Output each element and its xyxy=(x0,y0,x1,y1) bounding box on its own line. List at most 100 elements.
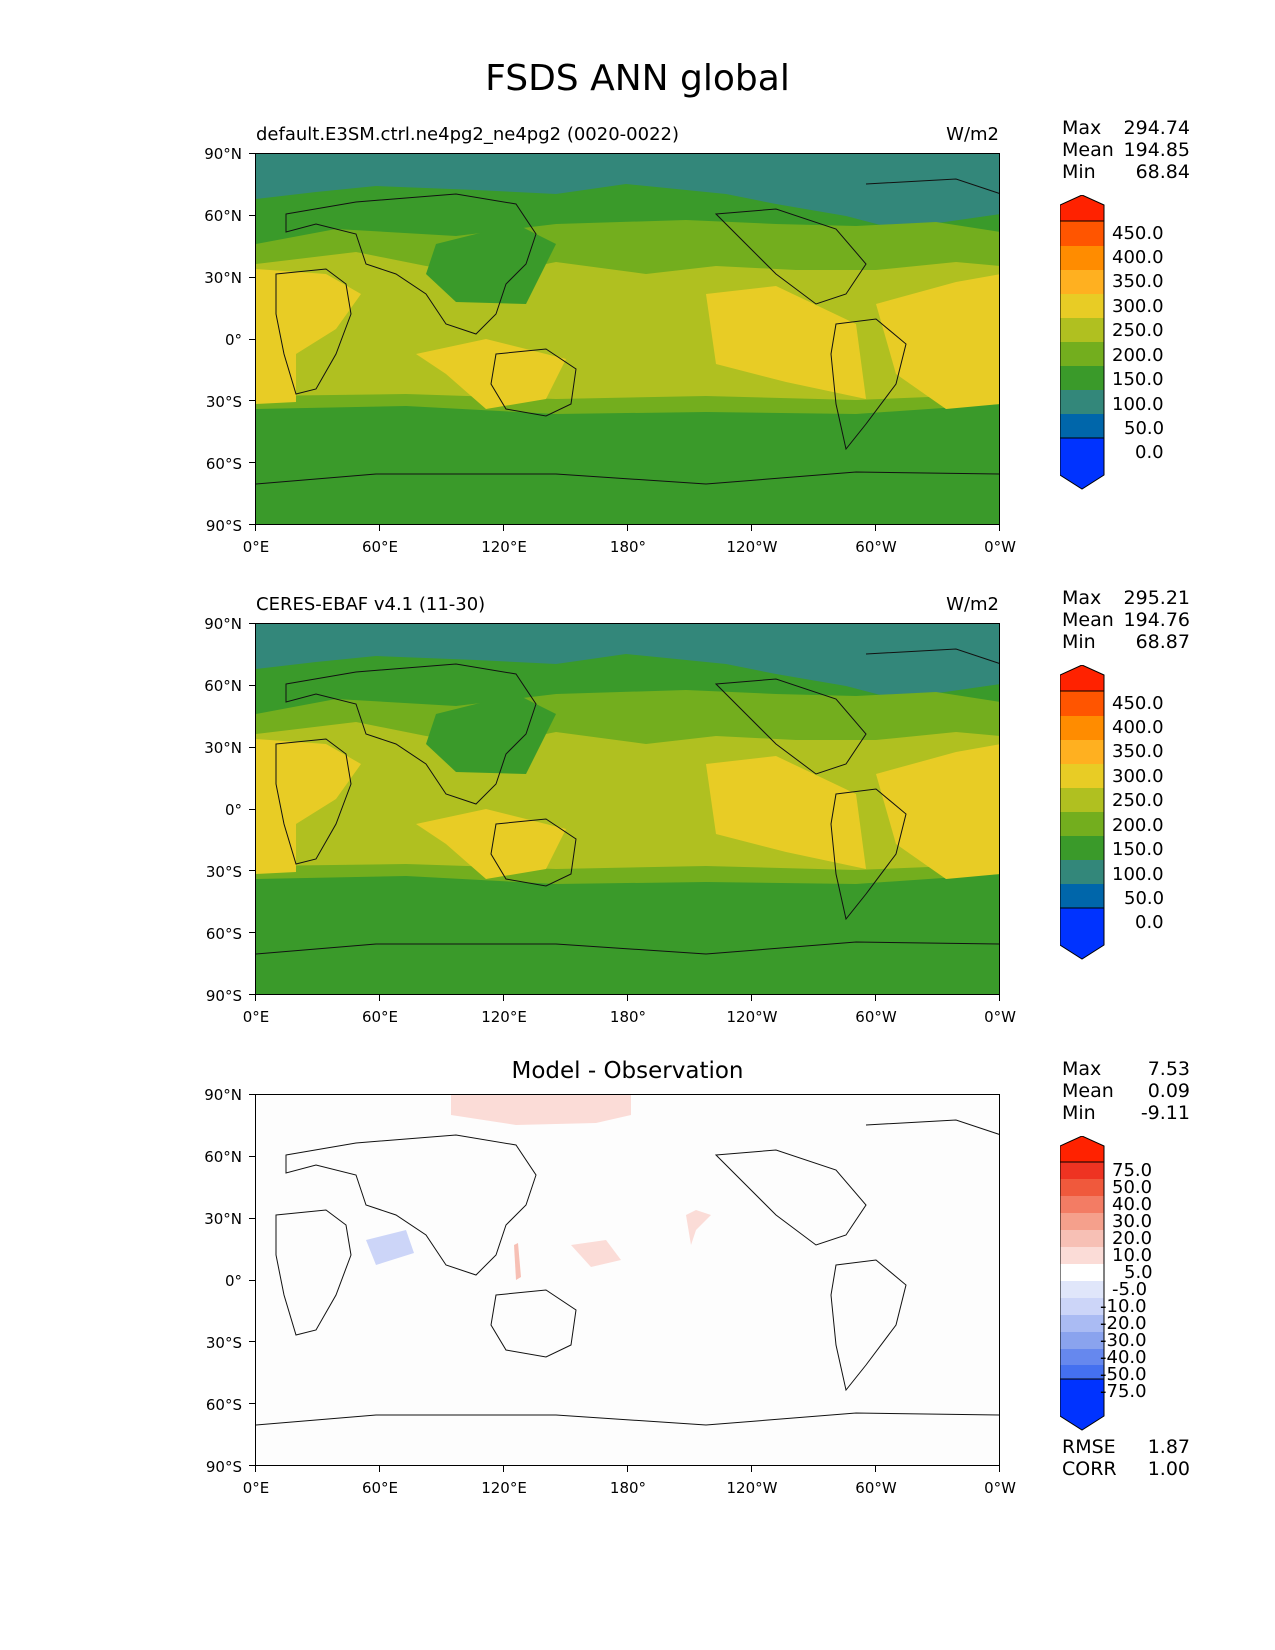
lon-tick xyxy=(875,1466,876,1472)
colorbar-label: 20.0 xyxy=(1112,1228,1153,1249)
lon-tick xyxy=(999,1466,1000,1472)
stat-min-value: -9.11 xyxy=(1140,1102,1190,1124)
lat-tick xyxy=(249,524,255,525)
lon-tick xyxy=(503,1466,504,1472)
lon-label: 120°E xyxy=(481,1479,527,1497)
panel2-title: CERES-EBAF v4.1 (11-30) xyxy=(256,594,486,615)
colorbar-label: 5.0 xyxy=(1124,1262,1153,1283)
lon-tick xyxy=(255,1466,256,1472)
colorbar-label: 150.0 xyxy=(1112,839,1164,860)
lon-label: 120°E xyxy=(481,538,527,556)
lat-tick xyxy=(249,462,255,463)
lon-tick xyxy=(999,995,1000,1001)
colorbar-label: 250.0 xyxy=(1112,790,1164,811)
colorbar-label: 200.0 xyxy=(1112,815,1164,836)
colorbar-label: 50.0 xyxy=(1124,888,1165,909)
colorbar-label: -20.0 xyxy=(1100,1313,1147,1334)
lon-tick xyxy=(627,995,628,1001)
lat-label: 30°S xyxy=(205,393,242,411)
field-pacific-bright xyxy=(706,286,866,399)
lon-tick xyxy=(503,995,504,1001)
lon-label: 120°W xyxy=(726,1008,778,1026)
field-asia-green xyxy=(426,694,556,774)
lon-tick xyxy=(751,1466,752,1472)
lon-tick xyxy=(999,525,1000,531)
stat-min-label: Min xyxy=(1062,161,1096,183)
lat-label: 60°S xyxy=(205,455,242,473)
stat-min-label: Min xyxy=(1062,1102,1096,1124)
lon-label: 120°E xyxy=(481,1008,527,1026)
stat-mean-label: Mean xyxy=(1062,609,1114,631)
colorbar-label: -75.0 xyxy=(1100,1381,1147,1402)
lon-tick xyxy=(627,1466,628,1472)
figure-title: FSDS ANN global xyxy=(485,58,790,99)
colorbar-label: 450.0 xyxy=(1112,223,1164,244)
colorbar-label: 350.0 xyxy=(1112,741,1164,762)
colorbar-label: 200.0 xyxy=(1112,345,1164,366)
lat-tick xyxy=(249,809,255,810)
colorbar-label: 100.0 xyxy=(1112,864,1164,885)
coastlines xyxy=(256,178,999,485)
lat-tick xyxy=(249,994,255,995)
field-positive-patch xyxy=(686,1210,711,1245)
lon-label: 60°W xyxy=(855,1479,897,1497)
lon-tick xyxy=(751,995,752,1001)
colorbar-label: -50.0 xyxy=(1100,1364,1147,1385)
lat-label: 30°N xyxy=(204,269,242,287)
lat-label: 60°S xyxy=(205,1396,242,1414)
panel3-stats: Max 7.53 Mean 0.09 Min -9.11 xyxy=(1062,1058,1190,1124)
field-positive-patch xyxy=(451,1095,631,1125)
lat-tick xyxy=(249,277,255,278)
colorbar-label: 75.0 xyxy=(1112,1160,1153,1181)
panel3-error-stats: RMSE 1.87 CORR 1.00 xyxy=(1062,1436,1190,1480)
panel1-title: default.E3SM.ctrl.ne4pg2_ne4pg2 (0020-00… xyxy=(256,124,679,145)
corr-label: CORR xyxy=(1062,1458,1117,1480)
lon-label: 180° xyxy=(609,538,647,556)
lon-label: 60°E xyxy=(361,538,399,556)
lat-label: 60°N xyxy=(204,207,242,225)
lat-tick xyxy=(249,153,255,154)
stat-max-label: Max xyxy=(1062,1058,1102,1080)
lon-label: 180° xyxy=(609,1479,647,1497)
lon-tick xyxy=(379,995,380,1001)
lat-label: 0° xyxy=(224,801,242,819)
lat-tick xyxy=(249,1341,255,1342)
lon-tick xyxy=(379,525,380,531)
panel2-map-svg xyxy=(256,624,999,994)
colorbar-label: 10.0 xyxy=(1112,1245,1153,1266)
colorbar-label: 40.0 xyxy=(1112,1194,1153,1215)
field-arctic-band xyxy=(256,154,999,229)
colorbar-label: -40.0 xyxy=(1100,1347,1147,1368)
lat-label: 60°N xyxy=(204,1148,242,1166)
lat-label: 0° xyxy=(224,1272,242,1290)
stat-max-label: Max xyxy=(1062,587,1102,609)
lat-tick xyxy=(249,215,255,216)
lon-label: 0°W xyxy=(984,1479,1016,1497)
lat-label: 30°S xyxy=(205,1334,242,1352)
panel1-colorbar xyxy=(1059,194,1105,494)
colorbar-label: 300.0 xyxy=(1112,296,1164,317)
stat-min-value: 68.87 xyxy=(1135,631,1190,653)
coastlines xyxy=(256,1119,999,1426)
stat-min-value: 68.84 xyxy=(1135,161,1190,183)
colorbar-label: 50.0 xyxy=(1124,418,1165,439)
panel1-map xyxy=(255,153,1000,525)
lat-tick xyxy=(249,870,255,871)
stat-max-value: 294.74 xyxy=(1123,117,1190,139)
lat-label: 0° xyxy=(224,331,242,349)
lat-tick xyxy=(249,1465,255,1466)
lon-label: 120°W xyxy=(726,1479,778,1497)
panel2-stats: Max 295.21 Mean 194.76 Min 68.87 xyxy=(1062,587,1190,653)
panel2-map xyxy=(255,623,1000,995)
lat-label: 90°N xyxy=(204,615,242,633)
field-indian-bright xyxy=(416,809,566,879)
colorbar-label: 30.0 xyxy=(1112,1211,1153,1232)
colorbar-svg xyxy=(1059,1135,1105,1431)
stat-min-label: Min xyxy=(1062,631,1096,653)
lat-tick xyxy=(249,400,255,401)
panel1-units: W/m2 xyxy=(946,124,999,145)
colorbar-label: 150.0 xyxy=(1112,369,1164,390)
field-base xyxy=(256,1095,999,1465)
lat-label: 90°S xyxy=(205,987,242,1005)
colorbar-label: -5.0 xyxy=(1112,1279,1148,1300)
